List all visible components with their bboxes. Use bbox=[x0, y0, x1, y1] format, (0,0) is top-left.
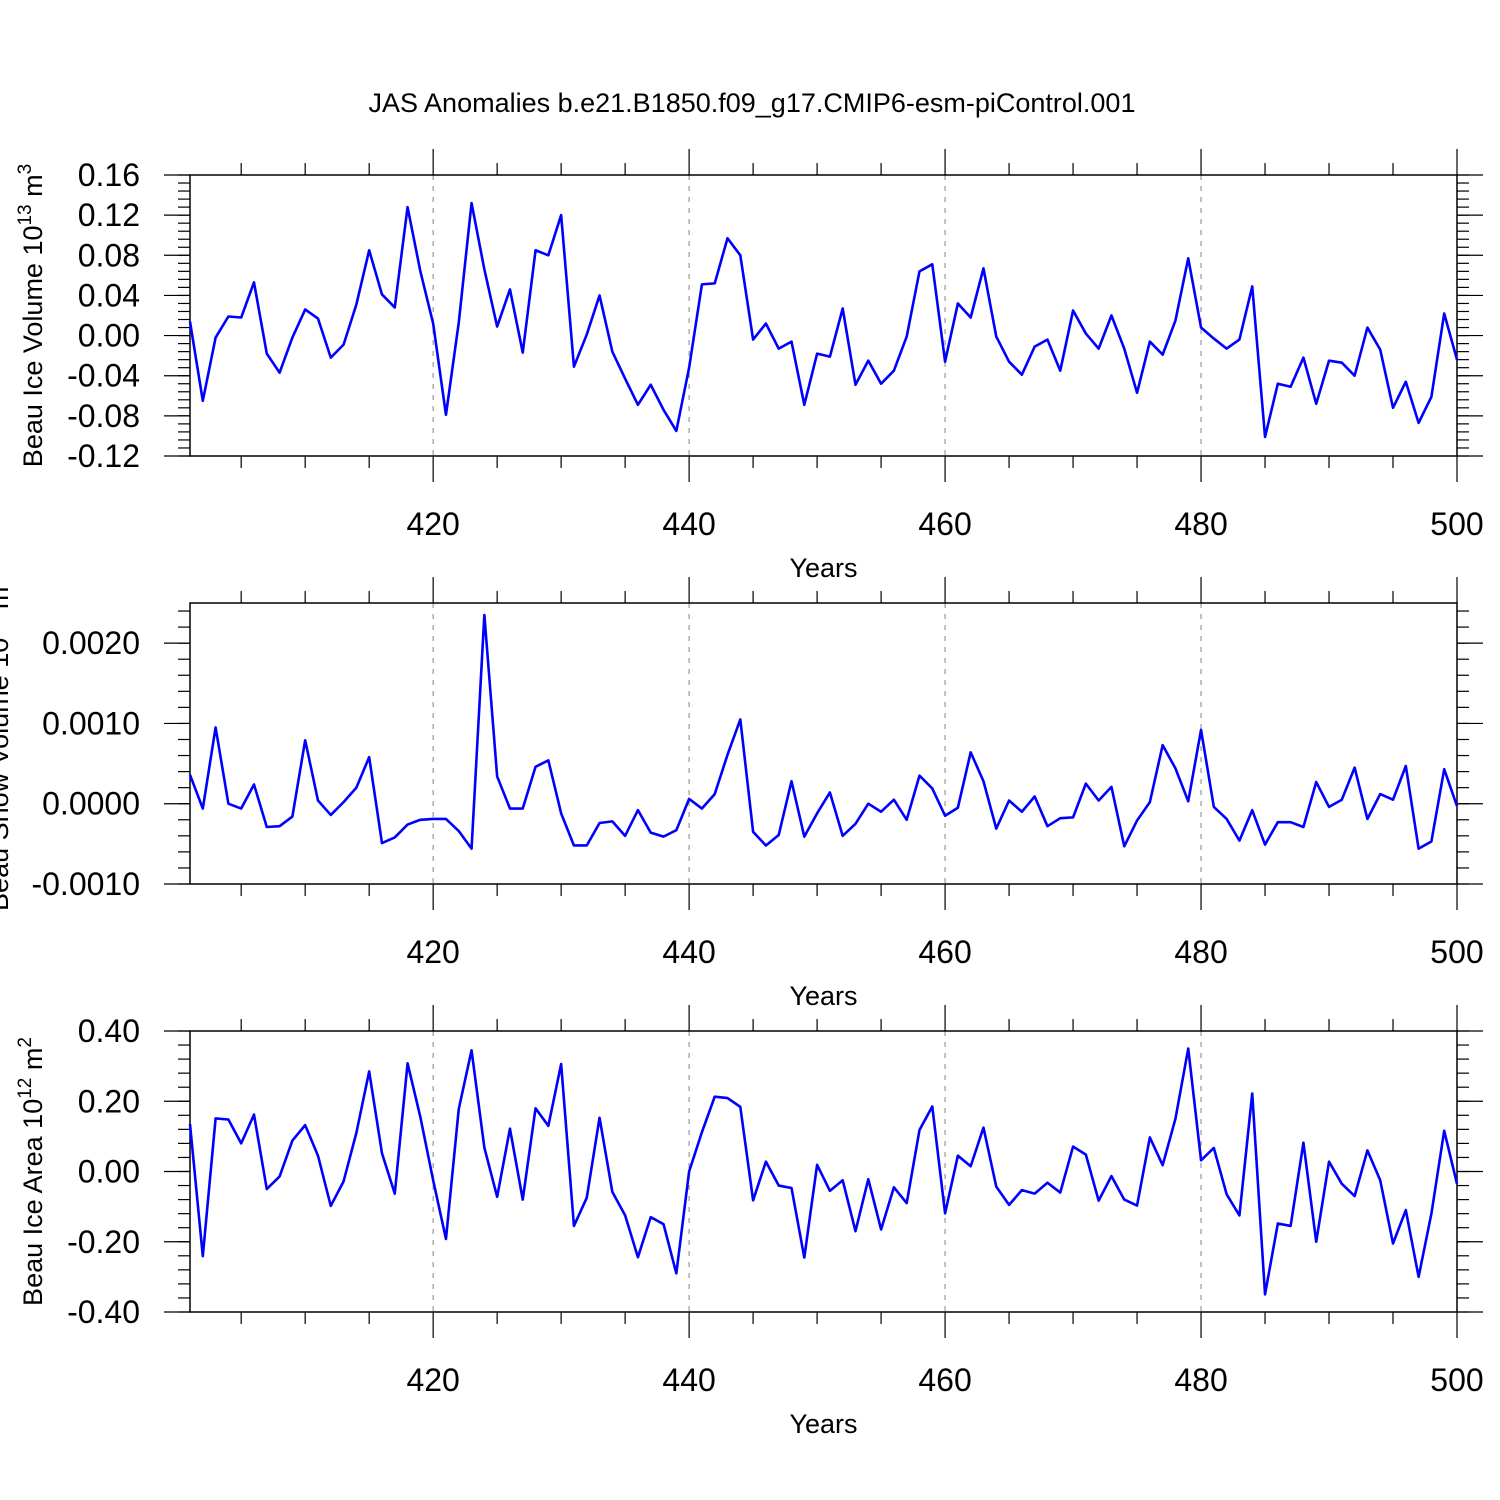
y-tick-label: -0.0010 bbox=[31, 866, 140, 902]
y-axis-label: Beau Ice Area 1012 m2 bbox=[15, 1037, 48, 1306]
tick-marks bbox=[164, 577, 1483, 910]
y-tick-label: 0.00 bbox=[78, 1154, 140, 1190]
y-tick-label: 0.40 bbox=[78, 1013, 140, 1049]
y-label-exponent: 13 bbox=[15, 204, 36, 225]
y-tick-label: 0.0010 bbox=[42, 705, 140, 741]
x-tick-label: 420 bbox=[406, 506, 459, 542]
y-tick-label: -0.04 bbox=[67, 358, 140, 394]
panel-ice-area: -0.40 -0.20 0.00 0.20 0.40 420 440 460 4… bbox=[15, 1005, 1484, 1439]
series-line bbox=[188, 1047, 1459, 1296]
y-label-unit-exponent: 2 bbox=[15, 1037, 36, 1048]
y-axis-label: Beau Snow Volume 1013 m3 bbox=[0, 576, 14, 911]
plot-frame bbox=[189, 602, 1458, 885]
x-tick-label: 460 bbox=[918, 506, 971, 542]
panel-ice-volume: -0.12 -0.08 -0.04 0.00 0.04 0.08 0.12 0.… bbox=[15, 149, 1484, 583]
series-line bbox=[188, 613, 1459, 850]
plot-frame bbox=[189, 1030, 1458, 1313]
y-tick-label: 0.20 bbox=[78, 1083, 140, 1119]
y-label-prefix: Beau Ice Volume 10 bbox=[18, 226, 48, 468]
plot-frame bbox=[189, 174, 1458, 457]
y-tick-label: -0.12 bbox=[67, 438, 140, 474]
x-axis-label: Years bbox=[789, 981, 857, 1011]
y-tick-label: 0.16 bbox=[78, 157, 140, 193]
x-axis-label: Years bbox=[789, 1409, 857, 1439]
x-tick-label: 420 bbox=[406, 1362, 459, 1398]
y-axis-label: Beau Ice Volume 1013 m3 bbox=[15, 164, 48, 467]
x-tick-label: 500 bbox=[1430, 506, 1483, 542]
y-label-unit-exponent: 3 bbox=[0, 576, 2, 587]
y-label-exponent: 12 bbox=[15, 1078, 36, 1099]
y-tick-label: 0.12 bbox=[78, 197, 140, 233]
tick-marks bbox=[164, 1005, 1483, 1338]
y-tick-label: 0.08 bbox=[78, 237, 140, 273]
x-tick-label: 460 bbox=[918, 1362, 971, 1398]
y-tick-label: -0.08 bbox=[67, 398, 140, 434]
x-tick-label: 500 bbox=[1430, 934, 1483, 970]
y-tick-label: 0.0020 bbox=[42, 625, 140, 661]
x-axis-label: Years bbox=[789, 553, 857, 583]
series-line bbox=[188, 201, 1459, 439]
x-tick-label: 440 bbox=[662, 934, 715, 970]
x-tick-label: 460 bbox=[918, 934, 971, 970]
y-tick-label: -0.40 bbox=[67, 1294, 140, 1330]
y-label-unit: m bbox=[18, 1048, 48, 1078]
y-tick-label: 0.04 bbox=[78, 277, 140, 313]
x-tick-label: 440 bbox=[662, 1362, 715, 1398]
chart-title: JAS Anomalies b.e21.B1850.f09_g17.CMIP6-… bbox=[369, 88, 1136, 118]
x-tick-label: 420 bbox=[406, 934, 459, 970]
x-tick-label: 440 bbox=[662, 506, 715, 542]
y-label-unit-exponent: 3 bbox=[15, 164, 36, 175]
y-label-unit: m bbox=[0, 587, 14, 617]
y-tick-label: 0.0000 bbox=[42, 786, 140, 822]
x-tick-label: 480 bbox=[1174, 506, 1227, 542]
y-tick-label: 0.00 bbox=[78, 318, 140, 354]
y-tick-label: -0.20 bbox=[67, 1224, 140, 1260]
tick-marks bbox=[164, 149, 1483, 482]
x-tick-label: 480 bbox=[1174, 934, 1227, 970]
y-label-prefix: Beau Ice Area 10 bbox=[18, 1099, 48, 1306]
x-tick-label: 500 bbox=[1430, 1362, 1483, 1398]
x-tick-label: 480 bbox=[1174, 1362, 1227, 1398]
y-label-prefix: Beau Snow Volume 10 bbox=[0, 638, 14, 911]
y-label-unit: m bbox=[18, 174, 48, 204]
y-label-exponent: 13 bbox=[0, 617, 2, 638]
panel-snow-volume: -0.0010 0.0000 0.0010 0.0020 420 440 460… bbox=[0, 576, 1484, 1011]
